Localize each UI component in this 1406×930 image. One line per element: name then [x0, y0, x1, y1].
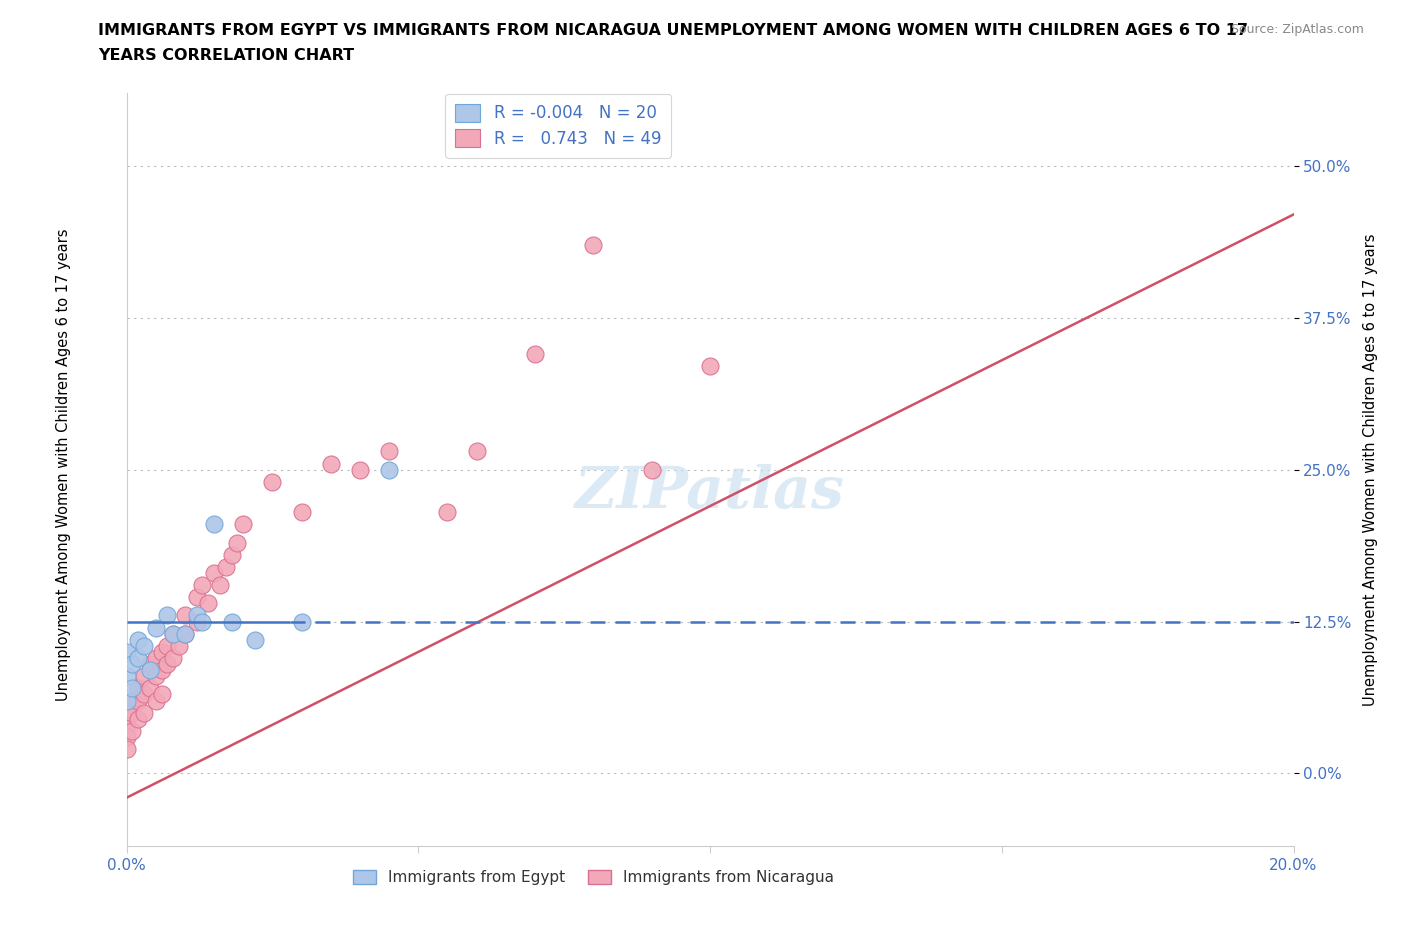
- Point: [162, 651, 184, 666]
- Point: [378, 462, 401, 477]
- Point: [262, 474, 284, 489]
- Point: [524, 347, 547, 362]
- Point: [290, 505, 312, 520]
- Point: [127, 711, 149, 726]
- Point: [202, 565, 225, 580]
- Point: [232, 517, 254, 532]
- Point: [139, 663, 162, 678]
- Point: [319, 456, 342, 471]
- Point: [174, 608, 197, 623]
- Point: [156, 657, 179, 671]
- Point: [215, 560, 238, 575]
- Point: [202, 517, 225, 532]
- Point: [139, 657, 162, 671]
- Point: [162, 626, 184, 641]
- Point: [115, 741, 138, 756]
- Point: [121, 693, 143, 708]
- Point: [174, 626, 197, 641]
- Point: [150, 663, 173, 678]
- Point: [191, 578, 214, 592]
- Text: Unemployment Among Women with Children Ages 6 to 17 years: Unemployment Among Women with Children A…: [56, 229, 70, 701]
- Legend: Immigrants from Egypt, Immigrants from Nicaragua: Immigrants from Egypt, Immigrants from N…: [346, 864, 841, 891]
- Point: [115, 705, 138, 720]
- Point: [145, 651, 167, 666]
- Point: [132, 638, 155, 653]
- Point: [115, 693, 138, 708]
- Y-axis label: Unemployment Among Women with Children Ages 6 to 17 years: Unemployment Among Women with Children A…: [1362, 233, 1378, 706]
- Point: [221, 547, 243, 562]
- Point: [436, 505, 458, 520]
- Point: [174, 626, 197, 641]
- Point: [349, 462, 371, 477]
- Point: [115, 717, 138, 732]
- Point: [156, 608, 179, 623]
- Point: [699, 359, 721, 374]
- Point: [145, 669, 167, 684]
- Point: [145, 620, 167, 635]
- Text: YEARS CORRELATION CHART: YEARS CORRELATION CHART: [98, 48, 354, 63]
- Point: [191, 614, 214, 629]
- Point: [162, 626, 184, 641]
- Point: [208, 578, 231, 592]
- Point: [167, 638, 190, 653]
- Point: [127, 693, 149, 708]
- Point: [121, 681, 143, 696]
- Point: [150, 644, 173, 659]
- Point: [290, 614, 312, 629]
- Point: [221, 614, 243, 629]
- Point: [197, 596, 219, 611]
- Point: [378, 444, 401, 458]
- Point: [115, 669, 138, 684]
- Point: [115, 729, 138, 744]
- Point: [139, 681, 162, 696]
- Point: [127, 681, 149, 696]
- Point: [640, 462, 664, 477]
- Point: [465, 444, 488, 458]
- Point: [121, 705, 143, 720]
- Point: [127, 632, 149, 647]
- Point: [186, 608, 208, 623]
- Point: [132, 669, 155, 684]
- Point: [156, 638, 179, 653]
- Point: [243, 632, 266, 647]
- Text: IMMIGRANTS FROM EGYPT VS IMMIGRANTS FROM NICARAGUA UNEMPLOYMENT AMONG WOMEN WITH: IMMIGRANTS FROM EGYPT VS IMMIGRANTS FROM…: [98, 23, 1249, 38]
- Point: [121, 657, 143, 671]
- Point: [582, 237, 605, 252]
- Point: [186, 590, 208, 604]
- Point: [145, 693, 167, 708]
- Point: [226, 535, 249, 550]
- Text: Source: ZipAtlas.com: Source: ZipAtlas.com: [1230, 23, 1364, 36]
- Point: [132, 705, 155, 720]
- Point: [115, 644, 138, 659]
- Point: [186, 614, 208, 629]
- Point: [121, 724, 143, 738]
- Point: [132, 687, 155, 702]
- Text: ZIPatlas: ZIPatlas: [575, 464, 845, 521]
- Point: [150, 687, 173, 702]
- Point: [127, 651, 149, 666]
